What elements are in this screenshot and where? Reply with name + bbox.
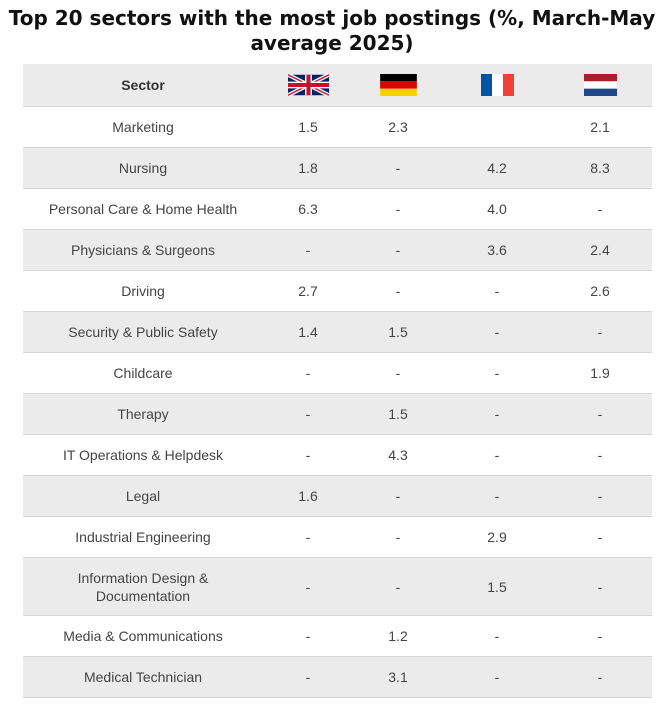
uk-column-header <box>273 64 343 106</box>
netherlands-value-cell: - <box>597 488 603 504</box>
france-flag-icon <box>480 74 514 96</box>
germany-value-cell: - <box>395 578 401 595</box>
germany-value-cell: 4.3 <box>388 447 408 463</box>
france-column-header <box>462 64 532 106</box>
netherlands-flag-icon <box>583 74 617 96</box>
table-row: Information Design & Documentation - - 1.5 - <box>23 558 652 616</box>
uk-value-cell: - <box>305 365 311 381</box>
sector-cell: Nursing <box>118 160 168 176</box>
sector-cell: Medical Technician <box>83 669 203 685</box>
netherlands-value-cell: - <box>597 628 603 644</box>
france-value-cell: 3.6 <box>487 242 507 258</box>
sector-cell: Therapy <box>117 406 169 422</box>
germany-value-cell: - <box>395 242 401 258</box>
netherlands-value-cell: 1.9 <box>590 365 610 381</box>
germany-column-header <box>363 64 433 106</box>
table-row: Driving 2.7 - - 2.6 <box>23 271 652 312</box>
germany-value-cell: - <box>395 365 401 381</box>
france-value-cell: - <box>494 447 500 463</box>
germany-value-cell: - <box>395 529 401 545</box>
sector-cell: Physicians & Surgeons <box>71 242 215 258</box>
netherlands-value-cell: 2.6 <box>590 283 610 299</box>
germany-value-cell: 1.2 <box>388 628 408 644</box>
table-row: Media & Communications - 1.2 - - <box>23 616 652 657</box>
table-row: Industrial Engineering - - 2.9 - <box>23 517 652 558</box>
france-value-cell: 1.5 <box>487 578 507 595</box>
table-row: Therapy - 1.5 - - <box>23 394 652 435</box>
france-value-cell: - <box>494 406 500 422</box>
france-value-cell: 4.2 <box>487 160 507 176</box>
germany-value-cell: 3.1 <box>388 669 408 685</box>
netherlands-column-header <box>565 64 635 106</box>
uk-value-cell: 1.5 <box>298 119 318 135</box>
uk-value-cell: - <box>305 628 311 644</box>
netherlands-value-cell: 2.4 <box>590 242 610 258</box>
uk-flag-icon <box>287 74 329 96</box>
france-value-cell: 4.0 <box>487 201 507 217</box>
germany-value-cell: - <box>395 201 401 217</box>
germany-value-cell: 1.5 <box>388 406 408 422</box>
netherlands-value-cell: - <box>597 529 603 545</box>
sector-cell: Industrial Engineering <box>75 529 211 545</box>
uk-value-cell: 2.7 <box>298 283 318 299</box>
table-row: Medical Technician - 3.1 - - <box>23 657 652 698</box>
sector-cell: Media & Communications <box>63 628 223 644</box>
germany-value-cell: 2.3 <box>388 119 408 135</box>
netherlands-value-cell: 2.1 <box>590 119 610 135</box>
france-value-cell: - <box>494 365 500 381</box>
table-row: Physicians & Surgeons - - 3.6 2.4 <box>23 230 652 271</box>
netherlands-value-cell: - <box>597 201 603 217</box>
france-value-cell: 2.9 <box>487 529 507 545</box>
france-value-cell: - <box>494 488 500 504</box>
sector-column-header: Sector <box>121 77 165 93</box>
france-value-cell: - <box>494 324 500 340</box>
uk-value-cell: 1.4 <box>298 324 318 340</box>
uk-value-cell: - <box>305 242 311 258</box>
france-value-cell <box>462 107 532 147</box>
germany-value-cell: - <box>395 488 401 504</box>
table-row: Nursing 1.8 - 4.2 8.3 <box>23 148 652 189</box>
table-header-row: Sector <box>23 64 652 107</box>
uk-value-cell: - <box>305 447 311 463</box>
germany-value-cell: 1.5 <box>388 324 408 340</box>
table-row: IT Operations & Helpdesk - 4.3 - - <box>23 435 652 476</box>
uk-value-cell: - <box>305 669 311 685</box>
netherlands-value-cell: - <box>597 324 603 340</box>
uk-value-cell: - <box>305 578 311 595</box>
job-postings-table: Sector <box>23 64 652 698</box>
sector-cell: Security & Public Safety <box>68 324 218 340</box>
germany-flag-icon <box>379 74 417 96</box>
uk-value-cell: 1.6 <box>298 488 318 504</box>
netherlands-value-cell: - <box>597 447 603 463</box>
table-row: Legal 1.6 - - - <box>23 476 652 517</box>
france-value-cell: - <box>494 283 500 299</box>
uk-value-cell: 6.3 <box>298 201 318 217</box>
uk-value-cell: - <box>305 406 311 422</box>
sector-cell: Driving <box>121 283 165 299</box>
chart-title: Top 20 sectors with the most job posting… <box>8 6 656 55</box>
france-value-cell: - <box>494 628 500 644</box>
sector-cell: Marketing <box>112 119 174 135</box>
sector-cell: Personal Care & Home Health <box>48 201 238 217</box>
uk-value-cell: - <box>305 529 311 545</box>
netherlands-value-cell: - <box>597 578 603 595</box>
netherlands-value-cell: - <box>597 669 603 685</box>
table-row: Personal Care & Home Health 6.3 - 4.0 - <box>23 189 652 230</box>
sector-cell: Childcare <box>113 365 173 381</box>
table-row: Childcare - - - 1.9 <box>23 353 652 394</box>
sector-cell: IT Operations & Helpdesk <box>62 447 224 463</box>
table-row: Marketing 1.5 2.3 2.1 <box>23 107 652 148</box>
germany-value-cell: - <box>395 160 401 176</box>
sector-cell: Information Design & Documentation <box>77 569 209 604</box>
sector-cell: Legal <box>125 488 161 504</box>
table-row: Security & Public Safety 1.4 1.5 - - <box>23 312 652 353</box>
netherlands-value-cell: - <box>597 406 603 422</box>
france-value-cell: - <box>494 669 500 685</box>
germany-value-cell: - <box>395 283 401 299</box>
netherlands-value-cell: 8.3 <box>590 160 610 176</box>
uk-value-cell: 1.8 <box>298 160 318 176</box>
